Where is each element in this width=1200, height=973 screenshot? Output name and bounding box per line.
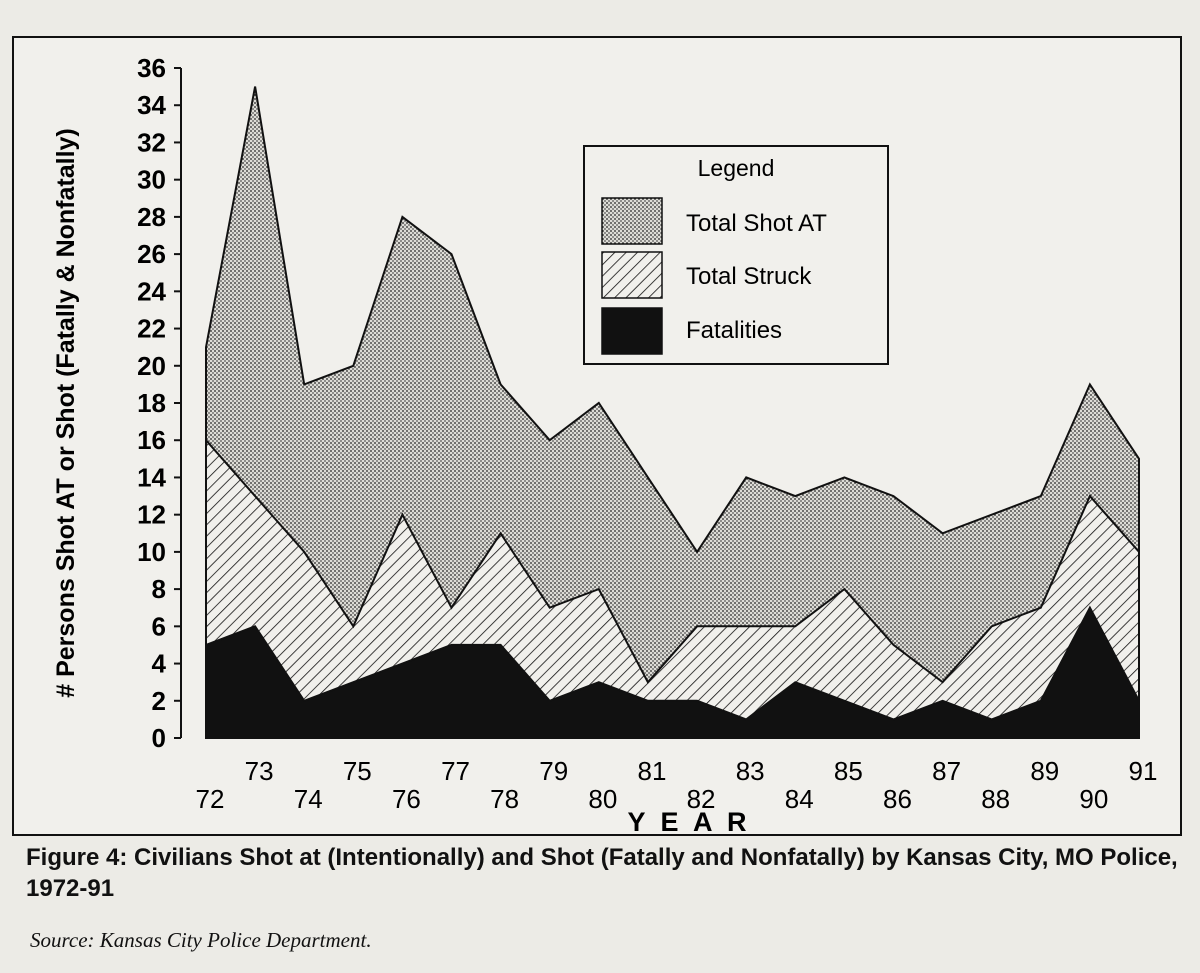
y-tick-label: 36: [137, 53, 166, 83]
figure-caption-text: Civilians Shot at (Intentionally) and Sh…: [26, 844, 1178, 902]
y-tick-label: 8: [152, 574, 166, 604]
x-tick-label: 81: [637, 756, 666, 786]
y-tick-label: 16: [137, 425, 166, 455]
y-axis-title: # Persons Shot AT or Shot (Fatally & Non…: [52, 128, 80, 698]
chart-frame: 0 2 4 6 8 10 12 14 16 18 20 22 24 26 28 30 32 34 36 72 73 74…: [12, 36, 1182, 836]
source-note: Source: Kansas City Police Department.: [30, 928, 372, 952]
legend-swatch-fatalities: [601, 307, 663, 355]
legend-label-shot-at: Total Shot AT: [686, 210, 827, 237]
y-tick-label: 28: [137, 202, 166, 232]
x-tick-label: 77: [441, 756, 470, 786]
y-tick-label: 32: [137, 127, 166, 157]
y-tick-label: 14: [137, 462, 166, 492]
x-tick-label: 76: [392, 784, 421, 814]
x-tick-label: 75: [343, 756, 372, 786]
y-tick-label: 12: [137, 500, 166, 530]
legend-label-struck: Total Struck: [686, 263, 812, 290]
y-tick-label: 0: [152, 723, 166, 753]
y-tick-label: 2: [152, 686, 166, 716]
x-tick-label: 88: [981, 784, 1010, 814]
legend-label-fatalities: Fatalities: [686, 317, 782, 344]
x-tick-label: 85: [834, 756, 863, 786]
x-tick-label: 83: [736, 756, 765, 786]
y-tick-label: 10: [137, 537, 166, 567]
x-tick-label: 73: [245, 756, 274, 786]
y-tick-label: 20: [137, 351, 166, 381]
figure-caption: Figure 4: Civilians Shot at (Intentional…: [26, 842, 1186, 904]
legend-title: Legend: [698, 155, 775, 181]
y-tick-label: 26: [137, 239, 166, 269]
y-tick-label: 6: [152, 611, 166, 641]
y-tick-label: 24: [137, 276, 166, 306]
legend: Legend Total Shot AT Total Struck Fatali…: [583, 145, 889, 365]
y-tick-label: 30: [137, 165, 166, 195]
series-area-fatalities: [205, 605, 1140, 739]
y-tick-label: 4: [152, 649, 167, 679]
y-tick-label: 18: [137, 388, 166, 418]
legend-swatch-shot-at: [601, 197, 663, 245]
x-tick-label: 74: [294, 784, 323, 814]
y-tick-label: 34: [137, 90, 166, 120]
x-tick-label: 79: [539, 756, 568, 786]
y-tick-label: 22: [137, 314, 166, 344]
figure-label: Figure 4:: [26, 844, 128, 871]
legend-swatch-struck: [601, 251, 663, 299]
x-tick-label: 91: [1129, 756, 1158, 786]
x-tick-label: 72: [196, 784, 225, 814]
x-tick-label: 86: [883, 784, 912, 814]
x-tick-label: 89: [1030, 756, 1059, 786]
x-tick-label: 82: [687, 784, 716, 814]
x-tick-label: 84: [785, 784, 814, 814]
x-tick-label: 90: [1079, 784, 1108, 814]
series-area-total-shot-at: [205, 86, 1140, 739]
x-tick-label: 80: [588, 784, 617, 814]
x-axis-title: Y E A R: [627, 807, 750, 834]
x-tick-label: 78: [490, 784, 519, 814]
x-tick-label: 87: [932, 756, 961, 786]
